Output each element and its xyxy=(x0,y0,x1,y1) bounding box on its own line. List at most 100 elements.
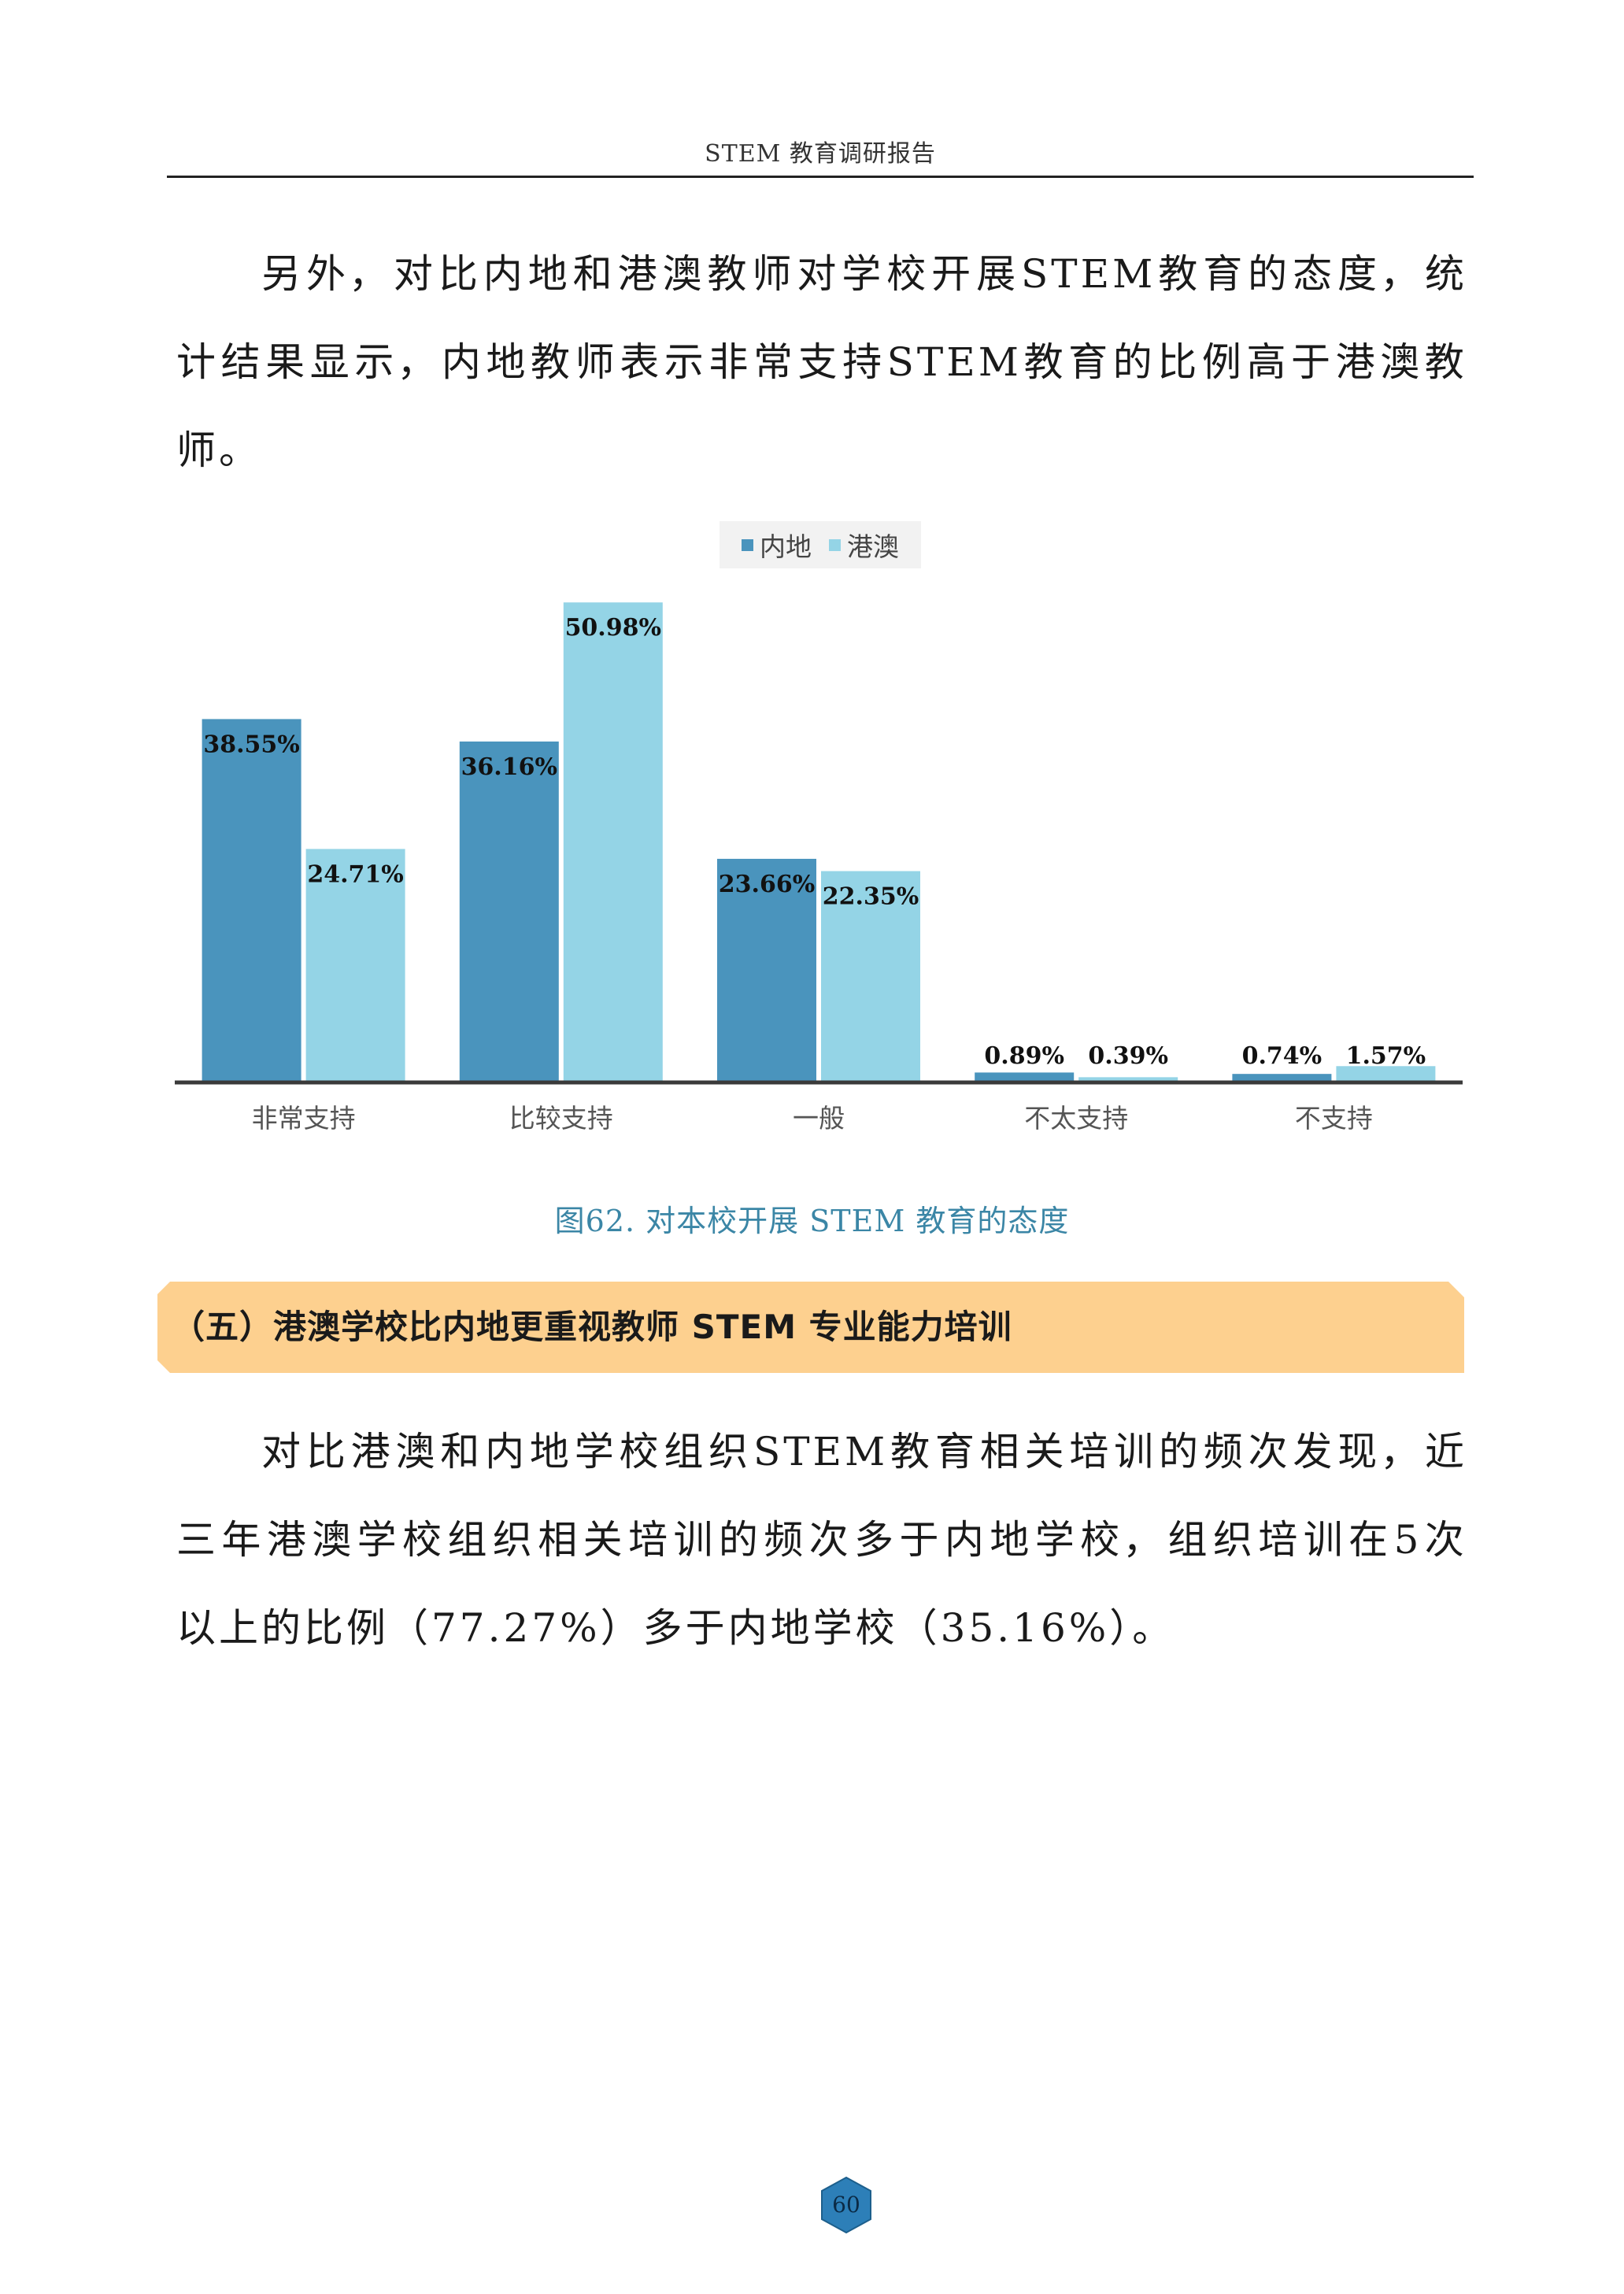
text-token: 例 xyxy=(1201,339,1245,385)
text-token: 教 xyxy=(1158,251,1201,297)
bar-mainland xyxy=(717,858,816,1081)
legend-swatch xyxy=(829,538,841,551)
text-token: 的 xyxy=(1248,251,1291,297)
text-token: 港 xyxy=(350,1429,394,1474)
text-token: 在 xyxy=(1348,1517,1392,1563)
text-token: 于 xyxy=(899,1517,942,1563)
bar-chart: 38.55% 24.71% 非常支持 36.16% 50.98% 比较支持 23.66% 22… xyxy=(175,602,1463,1134)
text-token: 展 xyxy=(976,251,1019,297)
text-token: 学 xyxy=(1034,1517,1078,1563)
text-token: 对 xyxy=(797,251,840,297)
legend-item-mainland: 内地 xyxy=(742,526,812,564)
text-token: 示 xyxy=(664,339,707,385)
text-token: 培 xyxy=(1069,1429,1112,1474)
text-token: 地 xyxy=(529,1429,572,1474)
text-token: 度， xyxy=(1337,251,1422,297)
paragraph-1: 另外，对比内地和港澳教师对学校开展 STEM 教育的态度，统计结果显示，内地教师表示… xyxy=(176,230,1467,494)
text-token: 统 xyxy=(1424,251,1467,297)
text-token: 频 xyxy=(764,1517,807,1563)
data-label: 22.35% xyxy=(823,883,919,911)
text-token: STEM xyxy=(753,1429,889,1474)
text-token: 训 xyxy=(673,1517,716,1563)
bar-hkmacau xyxy=(821,871,920,1081)
text-token: 果 xyxy=(265,339,309,385)
text-token: 结 xyxy=(220,339,264,385)
text-token: 比 xyxy=(1157,339,1200,385)
text-token: 育 xyxy=(1203,251,1246,297)
text-token: 开 xyxy=(931,251,975,297)
text-token: 训 xyxy=(1303,1517,1346,1563)
running-header: STEM 教育调研报告 xyxy=(705,140,936,168)
text-token: 高 xyxy=(1246,339,1289,385)
text-token: 组 xyxy=(664,1429,707,1474)
text-token: 三 xyxy=(176,1517,219,1563)
text-token: 澳 xyxy=(1380,339,1423,385)
text-token: 于 xyxy=(1291,339,1334,385)
text-token: 育 xyxy=(1068,339,1112,385)
text-token: 校 xyxy=(619,1429,662,1474)
paragraph-line: 三年港澳学校组织相关培训的频次多于内地学校，组织培训在 5 次 xyxy=(176,1496,1467,1584)
text-token: 对 xyxy=(393,251,436,297)
text-token: 育 xyxy=(934,1429,978,1474)
text-token: 教 xyxy=(890,1429,934,1474)
bar-mainland xyxy=(1232,1074,1332,1081)
text-token: 组 xyxy=(447,1517,490,1563)
category-label: 比较支持 xyxy=(509,1103,613,1134)
paragraph-line: 另外，对比内地和港澳教师对学校开展 STEM 教育的态度，统 xyxy=(176,230,1467,318)
section-banner-shape xyxy=(157,1282,1464,1373)
text-token: 现， xyxy=(1337,1429,1423,1474)
text-token: 的 xyxy=(1112,339,1156,385)
text-token: 频 xyxy=(1203,1429,1246,1474)
text-token: 比 xyxy=(438,251,481,297)
text-token: 关 xyxy=(1024,1429,1067,1474)
text-token: 另 xyxy=(261,251,304,297)
text-token: 港 xyxy=(1335,339,1378,385)
text-token: 的 xyxy=(718,1517,761,1563)
category-label: 不太支持 xyxy=(1024,1103,1128,1134)
text-token: 澳 xyxy=(395,1429,438,1474)
section-title: （五）港澳学校比内地更重视教师 STEM 专业能力培训 xyxy=(172,1308,1012,1346)
text-token: 发 xyxy=(1293,1429,1336,1474)
paragraph-line: 对比港澳和内地学校组织 STEM 教育相关培训的频次发现，近 xyxy=(176,1408,1467,1496)
text-token: 近 xyxy=(1425,1429,1467,1474)
header-rule xyxy=(167,176,1474,178)
text-token: 港 xyxy=(617,251,660,297)
text-token: 内 xyxy=(944,1517,987,1563)
bar-mainland xyxy=(202,719,301,1081)
text-token: 相 xyxy=(538,1517,581,1563)
text-token: 地 xyxy=(527,251,571,297)
text-token: 对 xyxy=(261,1429,304,1474)
legend-label: 内地 xyxy=(760,531,812,562)
data-label: 1.57% xyxy=(1346,1042,1426,1070)
text-token: 次 xyxy=(808,1517,852,1563)
text-token: 态 xyxy=(1293,251,1336,297)
bar-mainland xyxy=(975,1072,1075,1081)
text-token: 师 xyxy=(752,251,795,297)
text-token: 织 xyxy=(492,1517,535,1563)
text-token: 和 xyxy=(572,251,616,297)
text-token: 常 xyxy=(753,339,796,385)
legend-swatch xyxy=(742,538,753,551)
text-token: 多 xyxy=(854,1517,897,1563)
data-label: 38.55% xyxy=(203,731,299,758)
text-token: 港 xyxy=(266,1517,309,1563)
category-label: 一般 xyxy=(793,1103,845,1134)
bar-hkmacau xyxy=(1336,1066,1436,1081)
text-token: 教 xyxy=(1023,339,1067,385)
text-token: 澳 xyxy=(662,251,705,297)
page-number: 60 xyxy=(832,2192,860,2218)
text-token: 澳 xyxy=(312,1517,355,1563)
text-token: 相 xyxy=(979,1429,1023,1474)
text-token: STEM xyxy=(1021,251,1156,297)
text-token: 关 xyxy=(583,1517,626,1563)
text-token: 以上的比例（77.27%）多于内地学校（35.16%）。 xyxy=(176,1605,1175,1651)
bar-hkmacau xyxy=(563,602,663,1081)
text-token: 和 xyxy=(440,1429,483,1474)
text-token: 示， xyxy=(354,339,440,385)
data-label: 36.16% xyxy=(461,753,557,781)
text-token: 比 xyxy=(305,1429,349,1474)
paragraph-line: 师。 xyxy=(176,406,1467,494)
paragraph-line: 以上的比例（77.27%）多于内地学校（35.16%）。 xyxy=(176,1584,1467,1672)
category-label: 不支持 xyxy=(1295,1103,1373,1134)
section-banner: （五）港澳学校比内地更重视教师 STEM 专业能力培训 xyxy=(157,1282,1464,1373)
